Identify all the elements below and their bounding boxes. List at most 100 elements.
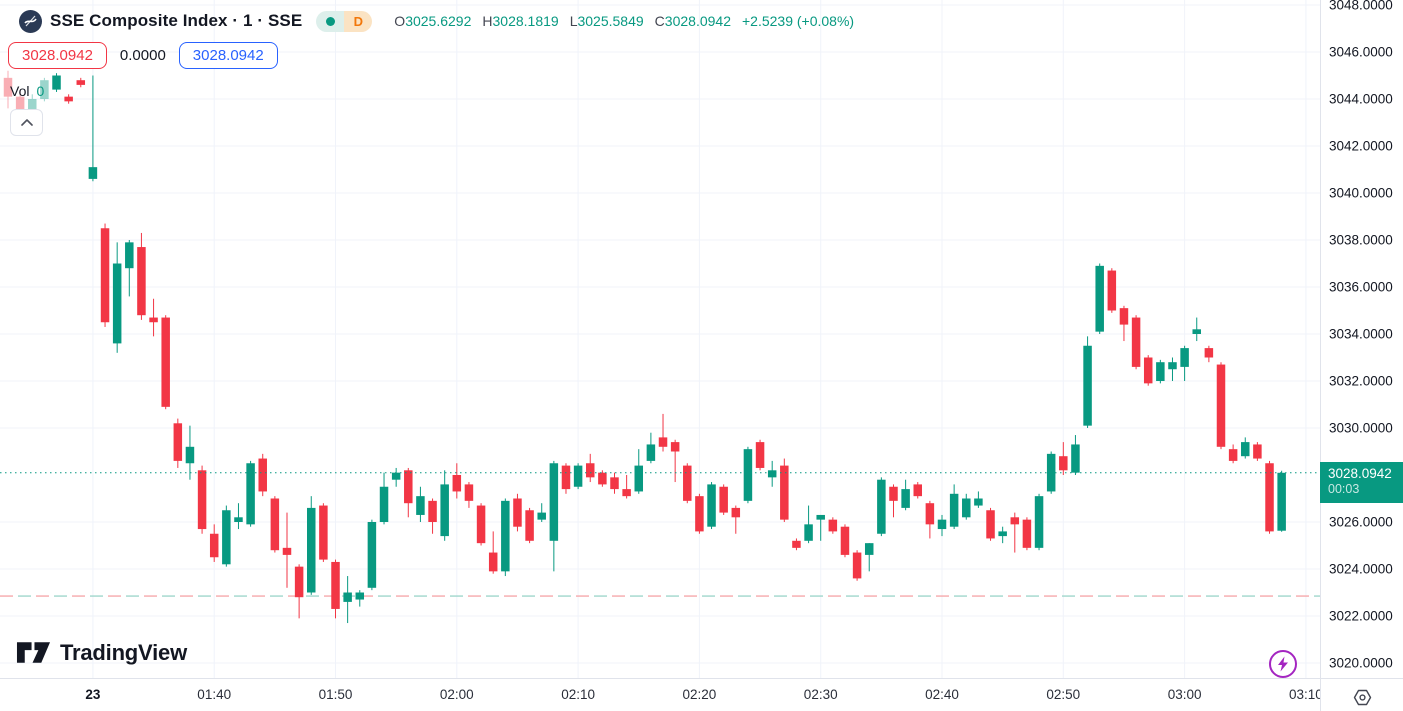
change-value: +2.5239 (+0.08%): [741, 13, 855, 29]
candle: [1156, 359, 1165, 384]
candle: [1119, 305, 1129, 342]
price-tick-label: 3048.0000: [1329, 0, 1393, 13]
candle: [731, 505, 741, 534]
candle: [307, 496, 316, 595]
buy-price-button[interactable]: 3028.0942: [178, 42, 278, 69]
candle: [367, 519, 377, 591]
candle: [658, 413, 668, 452]
time-axis[interactable]: 23 01:40 01:50 02:00 02:10 02:20 02:30 02:40 02:…: [0, 679, 1320, 711]
candle: [889, 484, 898, 518]
high-value: 3028.1819: [492, 13, 559, 29]
candle: [695, 493, 704, 534]
candle: [355, 590, 365, 607]
candle: [949, 484, 959, 530]
close-value: 3028.0942: [664, 13, 731, 29]
candle: [816, 514, 825, 541]
price-axis[interactable]: 3048.0000 3046.0000 3044.0000 3042.0000 3040…: [1320, 0, 1403, 711]
price-tick-label: 3040.0000: [1329, 185, 1393, 201]
candle: [670, 439, 680, 483]
candle: [294, 564, 304, 619]
candle: [1071, 435, 1080, 475]
candle: [937, 514, 947, 537]
candle: [925, 500, 935, 539]
symbol-title[interactable]: SSE Composite Index · 1 · SSE: [50, 11, 303, 30]
candle: [112, 242, 122, 353]
candle: [549, 460, 559, 572]
candle: [137, 232, 146, 320]
candle: [998, 526, 1007, 544]
high-label: H: [482, 13, 493, 29]
candle: [234, 503, 243, 530]
open-label: O: [394, 13, 406, 29]
candle: [282, 512, 292, 588]
ohlc-readout: O3025.6292 H3028.1819 L3025.5849 C3028.0…: [394, 13, 854, 29]
volume-legend[interactable]: Vol 0: [10, 83, 44, 99]
time-tick-label: 01:40: [197, 687, 232, 702]
candle: [1107, 268, 1117, 313]
candle: [804, 505, 813, 544]
tradingview-logo-icon: [16, 642, 51, 663]
candle: [1204, 345, 1214, 363]
candle: [76, 77, 86, 88]
candle: [1241, 437, 1250, 459]
candle: [901, 479, 910, 511]
lightning-bolt-icon: [1278, 656, 1288, 672]
time-tick-label: 02:30: [803, 687, 838, 702]
market-status-pill[interactable]: D: [316, 10, 373, 32]
candle: [864, 543, 874, 572]
candle: [1168, 357, 1177, 381]
instant-order-button[interactable]: [1269, 650, 1297, 678]
candle: [755, 439, 765, 471]
candle: [3, 70, 13, 109]
candle: [598, 470, 607, 487]
candle: [719, 484, 728, 515]
time-tick-label: 02:00: [439, 687, 474, 702]
sell-price-button[interactable]: 3028.0942: [8, 42, 107, 69]
axis-settings-button[interactable]: [1352, 688, 1373, 707]
price-tick-label: 3026.0000: [1329, 514, 1393, 530]
price-tick-label: 3042.0000: [1329, 138, 1393, 154]
candle: [476, 503, 486, 546]
candle: [1277, 470, 1286, 532]
candle: [1180, 345, 1189, 381]
price-tick-label: 3044.0000: [1329, 91, 1393, 107]
candle: [379, 472, 389, 525]
candle: [646, 432, 656, 464]
candle: [683, 463, 692, 504]
price-tick-label: 3022.0000: [1329, 608, 1393, 624]
price-tick-label: 3032.0000: [1329, 373, 1393, 389]
chevron-up-icon: [20, 119, 33, 126]
candle: [1010, 512, 1020, 553]
data-delay-badge: D: [344, 10, 373, 32]
candle: [1143, 355, 1153, 386]
candle: [1034, 493, 1044, 551]
candle: [1095, 263, 1104, 334]
candle: [501, 498, 510, 577]
hexagon-settings-icon: [1353, 689, 1372, 706]
price-tick-label: 3020.0000: [1329, 655, 1393, 671]
collapse-legend-button[interactable]: [10, 109, 43, 136]
candle: [270, 496, 280, 553]
candle: [962, 493, 971, 520]
symbol-legend: SSE Composite Index · 1 · SSE D O3025.62…: [19, 7, 854, 35]
candle: [1131, 315, 1141, 370]
tradingview-watermark[interactable]: TradingView: [16, 638, 187, 667]
candle: [464, 482, 474, 508]
candle: [852, 550, 862, 581]
candle: [391, 467, 401, 487]
candle: [331, 559, 340, 619]
candle: [173, 418, 183, 468]
open-value: 3025.6292: [405, 13, 472, 29]
time-tick-label: 03:10: [1289, 687, 1320, 702]
candle: [974, 491, 983, 508]
candle: [319, 503, 328, 562]
time-axis-border: [0, 678, 1403, 679]
candle: [573, 463, 583, 490]
price-tick-label: 3038.0000: [1329, 232, 1393, 248]
candle: [209, 524, 219, 562]
candle: [149, 298, 158, 337]
candle: [1253, 442, 1262, 461]
candle: [40, 77, 49, 102]
